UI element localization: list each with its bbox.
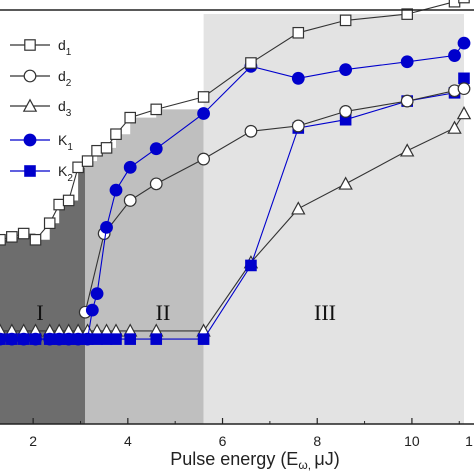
data-point-d2 [123,194,137,207]
data-point-d2 [197,152,210,166]
x-axis-ticks: 2 4 6 8 10 1 [29,418,473,449]
data-point-k1 [400,55,414,69]
data-point-d1 [339,14,352,27]
data-point-d1 [6,231,18,243]
series-layer [0,0,472,346]
region-labels: I II III [36,300,336,325]
data-point-d1 [62,194,75,207]
data-point-d1 [72,161,84,174]
data-point-d1 [29,233,42,246]
data-point-k2 [124,333,137,345]
data-point-k2 [197,333,210,345]
data-point-d1 [245,57,257,69]
data-point-d1 [448,0,461,8]
x-tick-label-partial: 1 [465,433,473,449]
series-line-k1 [0,42,465,340]
legend-item-k2: K2 [10,163,73,184]
legend-item-d1: d1 [10,37,72,58]
data-point-d2 [339,105,353,118]
data-point-d2 [457,82,471,96]
region-label-iii: III [314,300,336,325]
data-point-k2 [458,72,470,85]
data-point-d2 [291,119,305,133]
legend-marker [24,165,36,177]
data-point-d3 [447,120,462,134]
data-point-k1 [100,220,113,234]
data-point-k1 [5,332,19,346]
data-point-d1 [197,91,210,103]
legend: d1 d2 d3 K1 K2 [10,37,73,184]
legend-item-d3: d3 [10,98,72,119]
region-1-fill [0,167,86,424]
data-point-d1 [124,111,137,124]
legend-marker [23,69,37,83]
data-point-d1 [17,227,30,240]
data-point-d1 [43,217,56,230]
data-point-k1 [0,332,7,346]
region-shading [0,14,464,424]
x-tick-label: 6 [219,433,227,449]
data-point-k2 [150,333,163,345]
data-point-k1 [149,142,163,156]
data-point-k1 [29,332,42,346]
data-point-d1 [292,26,305,39]
data-point-k2 [245,259,257,272]
data-point-d1 [91,144,103,157]
data-point-k1 [90,287,104,300]
data-point-k1 [457,36,471,50]
data-point-d1 [53,198,65,211]
x-tick-label: 8 [313,433,321,449]
legend-label: K2 [58,163,73,184]
data-point-d1 [458,0,470,4]
x-tick-label: 4 [124,433,132,449]
data-point-d3 [456,106,472,120]
x-axis-label-sub: ω, [298,458,314,472]
legend-marker [24,39,36,51]
legend-label: d3 [58,98,72,119]
data-point-d1 [81,155,94,167]
data-point-k1 [123,160,137,174]
axes [0,9,474,425]
series-d2 [78,82,471,319]
data-point-k2 [100,333,113,345]
data-point-k1 [448,49,461,62]
data-point-k1 [81,332,94,346]
data-point-d2 [400,94,414,108]
data-point-d1 [401,8,413,20]
legend-marker [23,133,37,147]
data-point-d2 [244,124,258,138]
legend-label: d2 [58,68,72,89]
data-point-k1 [197,107,210,120]
legend-item-k1: K1 [10,132,73,153]
region-label-i: I [36,300,43,325]
data-point-k1 [109,183,123,197]
series-k1 [0,36,471,346]
data-point-d1 [110,128,122,140]
data-point-d2 [149,177,163,191]
x-tick-label: 2 [29,433,37,449]
data-point-k2 [110,333,122,345]
x-tick-label: 10 [404,433,420,449]
data-point-d3 [338,176,353,190]
data-point-k1 [339,63,353,77]
data-point-d1 [150,103,163,116]
data-point-d1 [0,233,6,246]
data-point-k1 [85,303,99,317]
region-3-fill [203,14,464,424]
data-point-d3 [399,143,415,157]
x-axis-label-end: μJ) [314,449,339,469]
data-point-d1 [100,142,113,154]
legend-label: d1 [58,37,72,58]
x-axis-label: Pulse energy (Eω, μJ) [170,449,340,472]
legend-item-d2: d2 [10,68,72,89]
data-point-k1 [291,71,305,85]
legend-label: K1 [58,132,73,153]
data-point-k1 [17,332,31,346]
region-label-ii: II [156,300,171,325]
legend-marker [22,98,38,112]
series-d1 [0,0,470,246]
x-axis-label-main: Pulse energy (E [170,449,298,469]
data-point-d3 [291,201,306,215]
